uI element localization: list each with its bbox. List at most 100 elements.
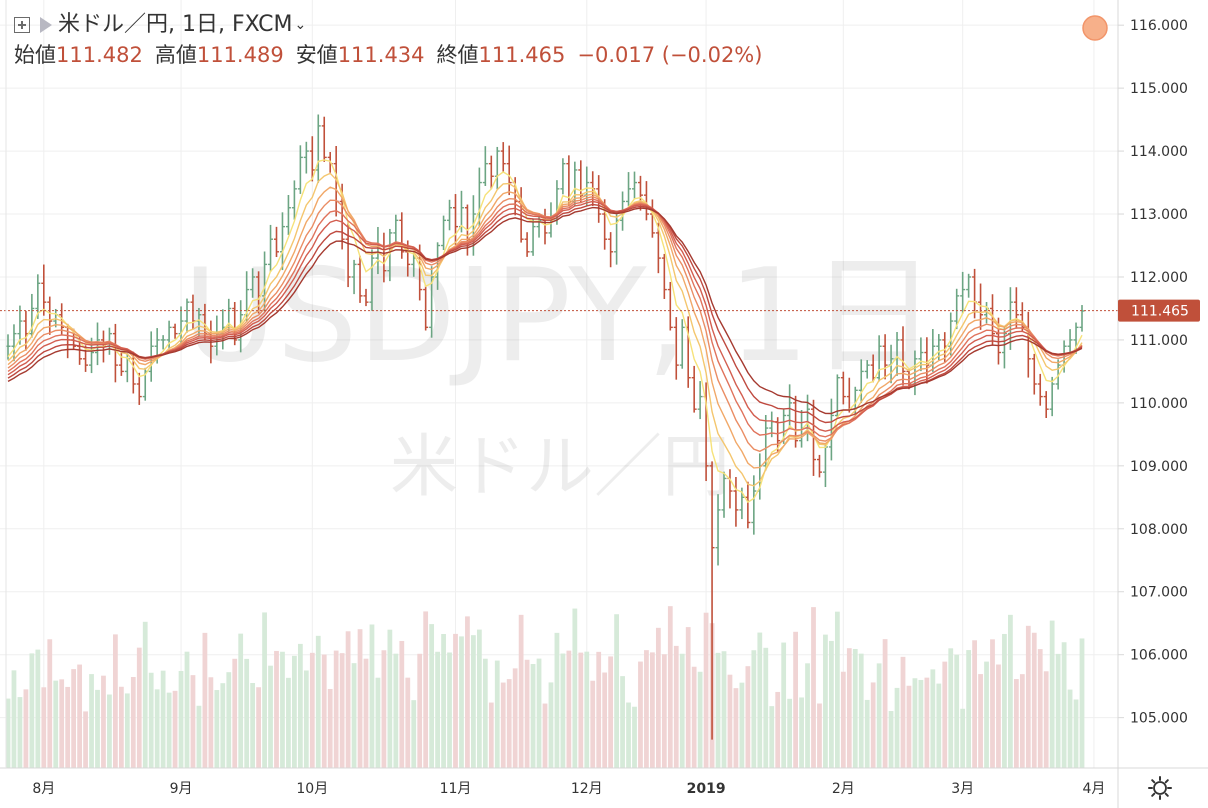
volume-bar	[793, 631, 798, 768]
price-bar	[29, 293, 35, 338]
volume-bar	[620, 676, 625, 768]
price-bar	[721, 471, 727, 518]
volume-bar	[954, 654, 960, 768]
volume-bar	[71, 669, 77, 768]
y-tick-label: 108.000	[1130, 522, 1188, 538]
price-bar	[816, 454, 822, 478]
volume-bar	[405, 677, 411, 768]
volume-bar	[95, 689, 100, 768]
volume-bar	[178, 670, 184, 768]
volume-bar	[912, 678, 918, 768]
volume-bar	[351, 663, 357, 768]
volume-bar	[459, 636, 464, 768]
volume-bar	[823, 634, 828, 768]
volume-bar	[214, 690, 220, 768]
volume-bar	[393, 653, 399, 768]
price-bar	[500, 142, 506, 172]
price-bar	[160, 335, 166, 350]
volume-bar	[482, 658, 488, 768]
volume-bar	[829, 640, 834, 768]
change-value: −0.017 (−0.02%)	[577, 43, 763, 67]
volume-bar	[721, 651, 727, 768]
volume-bar	[614, 614, 619, 768]
close-value: 111.465	[478, 43, 566, 67]
volume-bar	[77, 664, 82, 768]
volume-bar	[59, 679, 65, 768]
volume-bar	[572, 608, 578, 768]
expand-icon[interactable]	[14, 17, 30, 33]
alert-dot-icon[interactable]	[1082, 15, 1108, 41]
volume-bar	[411, 700, 417, 768]
price-bar	[655, 222, 661, 274]
price-bar	[250, 268, 256, 298]
volume-bar	[1061, 642, 1067, 768]
volume-bar	[661, 654, 667, 768]
volume-bar	[363, 658, 369, 768]
volume-bar	[130, 676, 136, 768]
price-bar	[1043, 391, 1049, 418]
volume-bar	[118, 686, 124, 768]
price-bar	[1025, 311, 1031, 378]
volume-bar	[960, 708, 966, 768]
volume-bar	[256, 687, 261, 768]
moving-average-ribbon	[7, 159, 1083, 504]
flag-icon[interactable]	[40, 17, 52, 33]
volume-bar	[703, 612, 709, 768]
price-bar	[447, 199, 453, 231]
volume-bar	[697, 671, 703, 768]
price-bar	[297, 145, 303, 194]
price-bar	[47, 296, 53, 335]
volume-bar	[453, 633, 458, 768]
volume-bar	[530, 663, 536, 768]
symbol-selector[interactable]: 米ドル／円, 1日, FXCM	[58, 12, 293, 37]
price-bar	[560, 158, 566, 195]
volume-bar	[250, 682, 256, 768]
volume-bar	[757, 632, 763, 768]
volume-bar	[327, 688, 333, 768]
volume-bar	[1079, 638, 1085, 768]
volume-bar	[506, 679, 512, 768]
volume-bar	[846, 648, 852, 768]
volume-bar	[83, 711, 88, 768]
price-bar	[709, 461, 715, 740]
volume-bar	[11, 670, 17, 768]
y-tick-label: 109.000	[1130, 459, 1188, 475]
time-axis[interactable]: 8月 9月 10月 11月 12月 2019 2月 3月 4月	[32, 781, 1105, 797]
volume-bar	[840, 671, 846, 768]
volume-bar	[345, 631, 351, 768]
volume-bar	[1013, 679, 1019, 768]
volume-bar	[142, 621, 148, 768]
watermark-name: 米ドル／円	[390, 428, 730, 507]
price-bar	[840, 371, 846, 405]
volume-bar	[805, 663, 810, 768]
chevron-down-icon[interactable]: ⌄	[294, 17, 307, 33]
volume-bar	[292, 655, 297, 768]
volume-bar	[124, 693, 130, 768]
price-bar	[136, 372, 142, 405]
price-axis[interactable]: 116.000 115.000 114.000 113.000 112.000 111.0…	[1118, 18, 1188, 727]
price-bar	[41, 264, 47, 316]
volume-bar	[566, 650, 572, 768]
volume-bar	[900, 656, 906, 768]
settings-gear-icon[interactable]	[1148, 776, 1172, 800]
price-bar	[453, 194, 458, 245]
volume-bar	[972, 640, 977, 768]
price-bar	[715, 494, 721, 566]
y-tick-label: 107.000	[1130, 585, 1188, 601]
volume-bar	[727, 674, 733, 768]
price-bar	[530, 218, 536, 256]
volume-bar	[966, 650, 972, 768]
price-bar	[882, 334, 888, 380]
volume-bar	[655, 627, 661, 768]
price-bar	[321, 116, 327, 162]
price-bar	[661, 253, 667, 299]
price-bar	[900, 326, 906, 386]
volume-bar	[817, 703, 822, 768]
price-bar	[632, 171, 637, 199]
price-bar	[1007, 287, 1013, 350]
ema-line	[7, 200, 1083, 432]
price-bar	[393, 214, 399, 244]
volume-bar	[113, 634, 118, 768]
y-tick-label: 113.000	[1130, 207, 1188, 223]
